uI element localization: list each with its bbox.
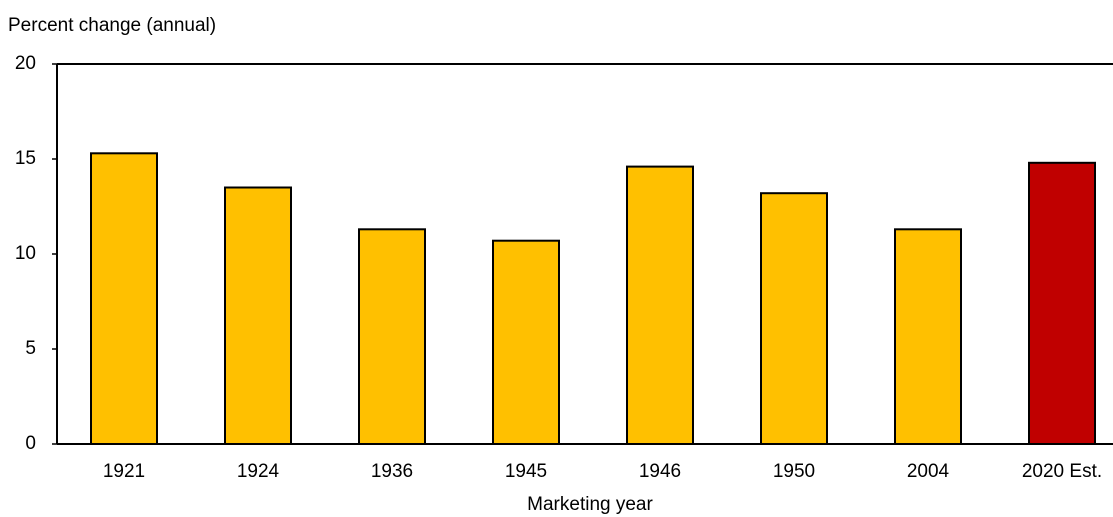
bar [90,152,158,446]
x-tick-label: 2004 [907,461,950,482]
x-tick-label: 1945 [505,461,547,482]
y-tick-label: 10 [15,243,36,264]
x-tick-label: 2020 Est. [1022,461,1102,482]
bar [626,165,694,445]
x-axis-title: Marketing year [527,494,653,515]
x-tick-label: 1924 [237,461,280,482]
bar [894,228,962,445]
y-tick-label: 0 [25,433,36,454]
bar [760,192,828,445]
bar [1028,161,1096,446]
x-tick-label: 1921 [103,461,145,482]
y-tick-label: 15 [15,148,36,169]
bar [492,239,560,445]
y-axis-title: Percent change (annual) [8,15,216,36]
x-tick-label: 1950 [773,461,815,482]
x-tick-label: 1946 [639,461,681,482]
x-tick-label: 1936 [371,461,413,482]
y-tick-label: 5 [25,338,36,359]
y-tick-label: 20 [15,53,36,74]
bar [224,186,292,445]
bar [358,228,426,445]
